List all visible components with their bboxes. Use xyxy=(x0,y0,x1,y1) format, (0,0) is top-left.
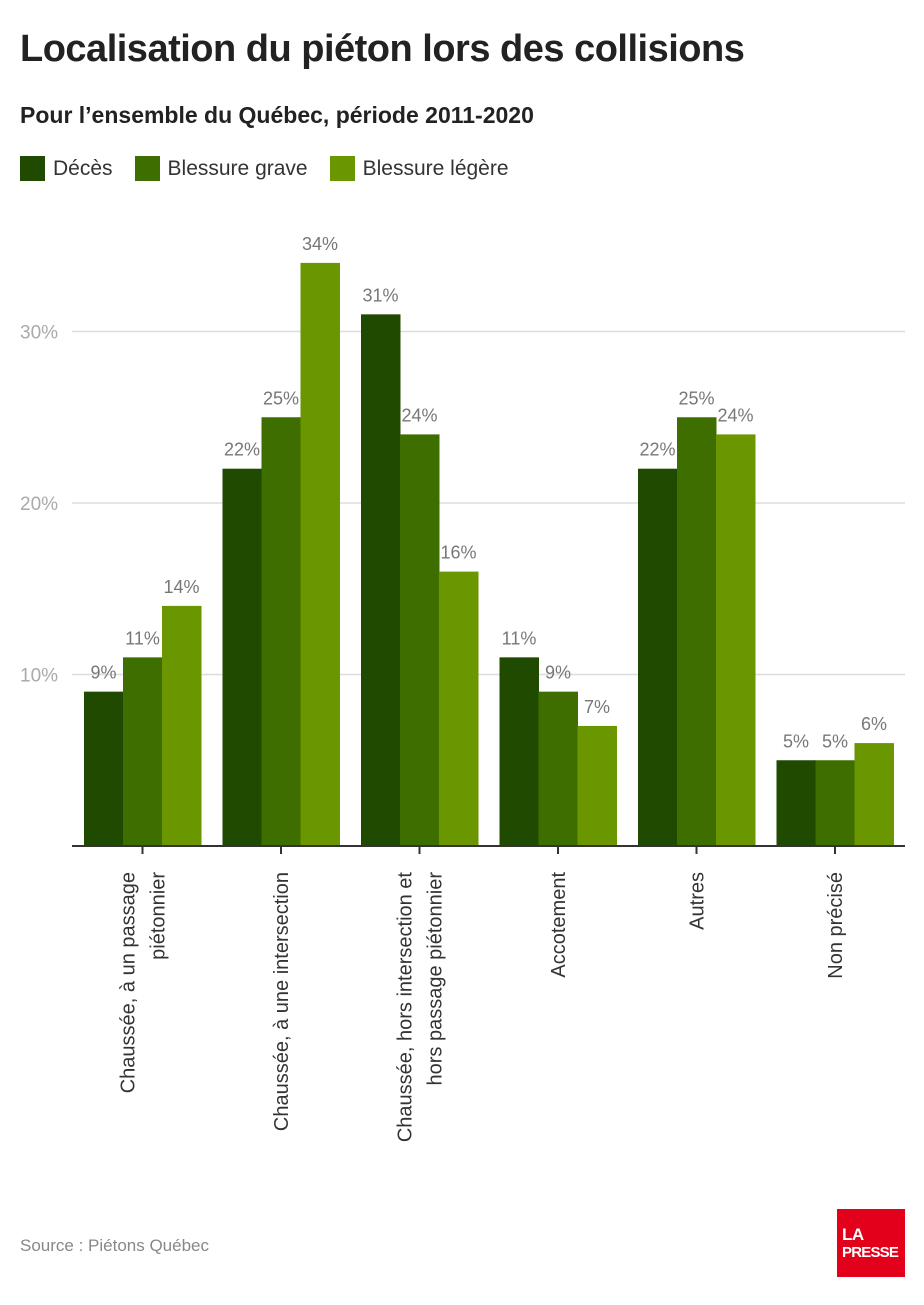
bar xyxy=(261,417,301,846)
bar-value-label: 16% xyxy=(440,543,476,563)
legend-item-blessure-grave: Blessure grave xyxy=(134,156,308,181)
bar-value-label: 5% xyxy=(822,731,848,751)
x-category-label: Accotement xyxy=(548,872,570,978)
bar xyxy=(716,434,756,846)
bar-value-label: 11% xyxy=(502,628,537,648)
legend-swatch-blessure-grave xyxy=(134,156,160,181)
bar-chart: 10%20%30%9%22%31%11%22%5%11%25%24%9%25%5… xyxy=(20,234,905,1143)
bar-value-label: 22% xyxy=(639,440,675,460)
y-tick-label: 10% xyxy=(20,666,58,687)
bar-value-label: 24% xyxy=(717,405,753,425)
chart-subtitle: Pour l’ensemble du Québec, période 2011-… xyxy=(20,102,534,128)
x-category-label: Chaussée, à un passage piétonnier xyxy=(118,872,170,1094)
y-tick-label: 20% xyxy=(20,494,58,515)
legend-item-blessure-legere: Blessure légère xyxy=(329,156,509,181)
x-category-label: Chaussée, hors intersection et hors passa… xyxy=(395,872,447,1143)
bar-value-label: 5% xyxy=(783,731,809,751)
x-category-label-line: hors passage piétonnier xyxy=(425,872,447,1086)
bar-value-label: 9% xyxy=(545,663,571,683)
bar-value-label: 7% xyxy=(584,697,610,717)
bar xyxy=(400,434,440,846)
bar xyxy=(638,468,678,846)
y-tick-label: 30% xyxy=(20,323,58,344)
bar-value-label: 6% xyxy=(861,714,887,734)
legend-label-deces: Décès xyxy=(53,156,113,180)
legend-label-blessure-grave: Blessure grave xyxy=(167,156,308,180)
bar xyxy=(123,657,163,846)
bar-value-label: 24% xyxy=(401,405,437,425)
bar xyxy=(854,743,894,846)
bar xyxy=(300,262,340,846)
x-category-label-line: Chaussée, à une intersection xyxy=(271,872,293,1131)
bar-value-label: 34% xyxy=(302,234,338,254)
source-note: Source : Piétons Québec xyxy=(20,1236,210,1255)
bar-value-label: 9% xyxy=(90,663,116,683)
legend-swatch-deces xyxy=(20,156,45,181)
bar xyxy=(499,657,539,846)
x-category-label-line: Chaussée, à un passage xyxy=(118,872,140,1093)
x-category-label-line: Accotement xyxy=(548,872,570,978)
x-category-label-line: piétonnier xyxy=(148,872,170,960)
bar xyxy=(677,417,717,846)
bar xyxy=(538,691,578,846)
x-category-label: Autres xyxy=(687,872,709,930)
bar xyxy=(222,468,262,846)
x-category-label: Chaussée, à une intersection xyxy=(271,872,293,1131)
legend-label-blessure-legere: Blessure légère xyxy=(362,156,509,180)
la-presse-logo: LA PRESSE xyxy=(837,1209,905,1277)
bar-value-label: 31% xyxy=(362,285,398,305)
bar xyxy=(162,605,202,846)
bar-value-label: 11% xyxy=(125,628,160,648)
bar-value-label: 25% xyxy=(263,388,299,408)
logo-line-2: PRESSE xyxy=(842,1244,899,1261)
legend: Décès Blessure grave Blessure légère xyxy=(20,156,531,181)
chart-title: Localisation du piéton lors des collisio… xyxy=(20,28,745,70)
bar-value-label: 25% xyxy=(678,388,714,408)
x-category-label-line: Chaussée, hors intersection et xyxy=(395,872,417,1143)
bar xyxy=(776,760,816,846)
bar xyxy=(361,314,401,847)
bar xyxy=(84,691,124,846)
legend-item-deces: Décès xyxy=(20,156,113,181)
bar xyxy=(577,725,617,846)
logo-line-1: LA xyxy=(842,1225,864,1244)
legend-swatch-blessure-legere xyxy=(329,156,355,181)
x-category-label: Non précisé xyxy=(825,872,847,979)
x-category-label-line: Autres xyxy=(687,872,709,930)
x-category-label-line: Non précisé xyxy=(825,872,847,979)
bar-value-label: 14% xyxy=(163,577,199,597)
bar xyxy=(815,760,855,846)
bar xyxy=(439,571,479,846)
bar-value-label: 22% xyxy=(224,440,260,460)
